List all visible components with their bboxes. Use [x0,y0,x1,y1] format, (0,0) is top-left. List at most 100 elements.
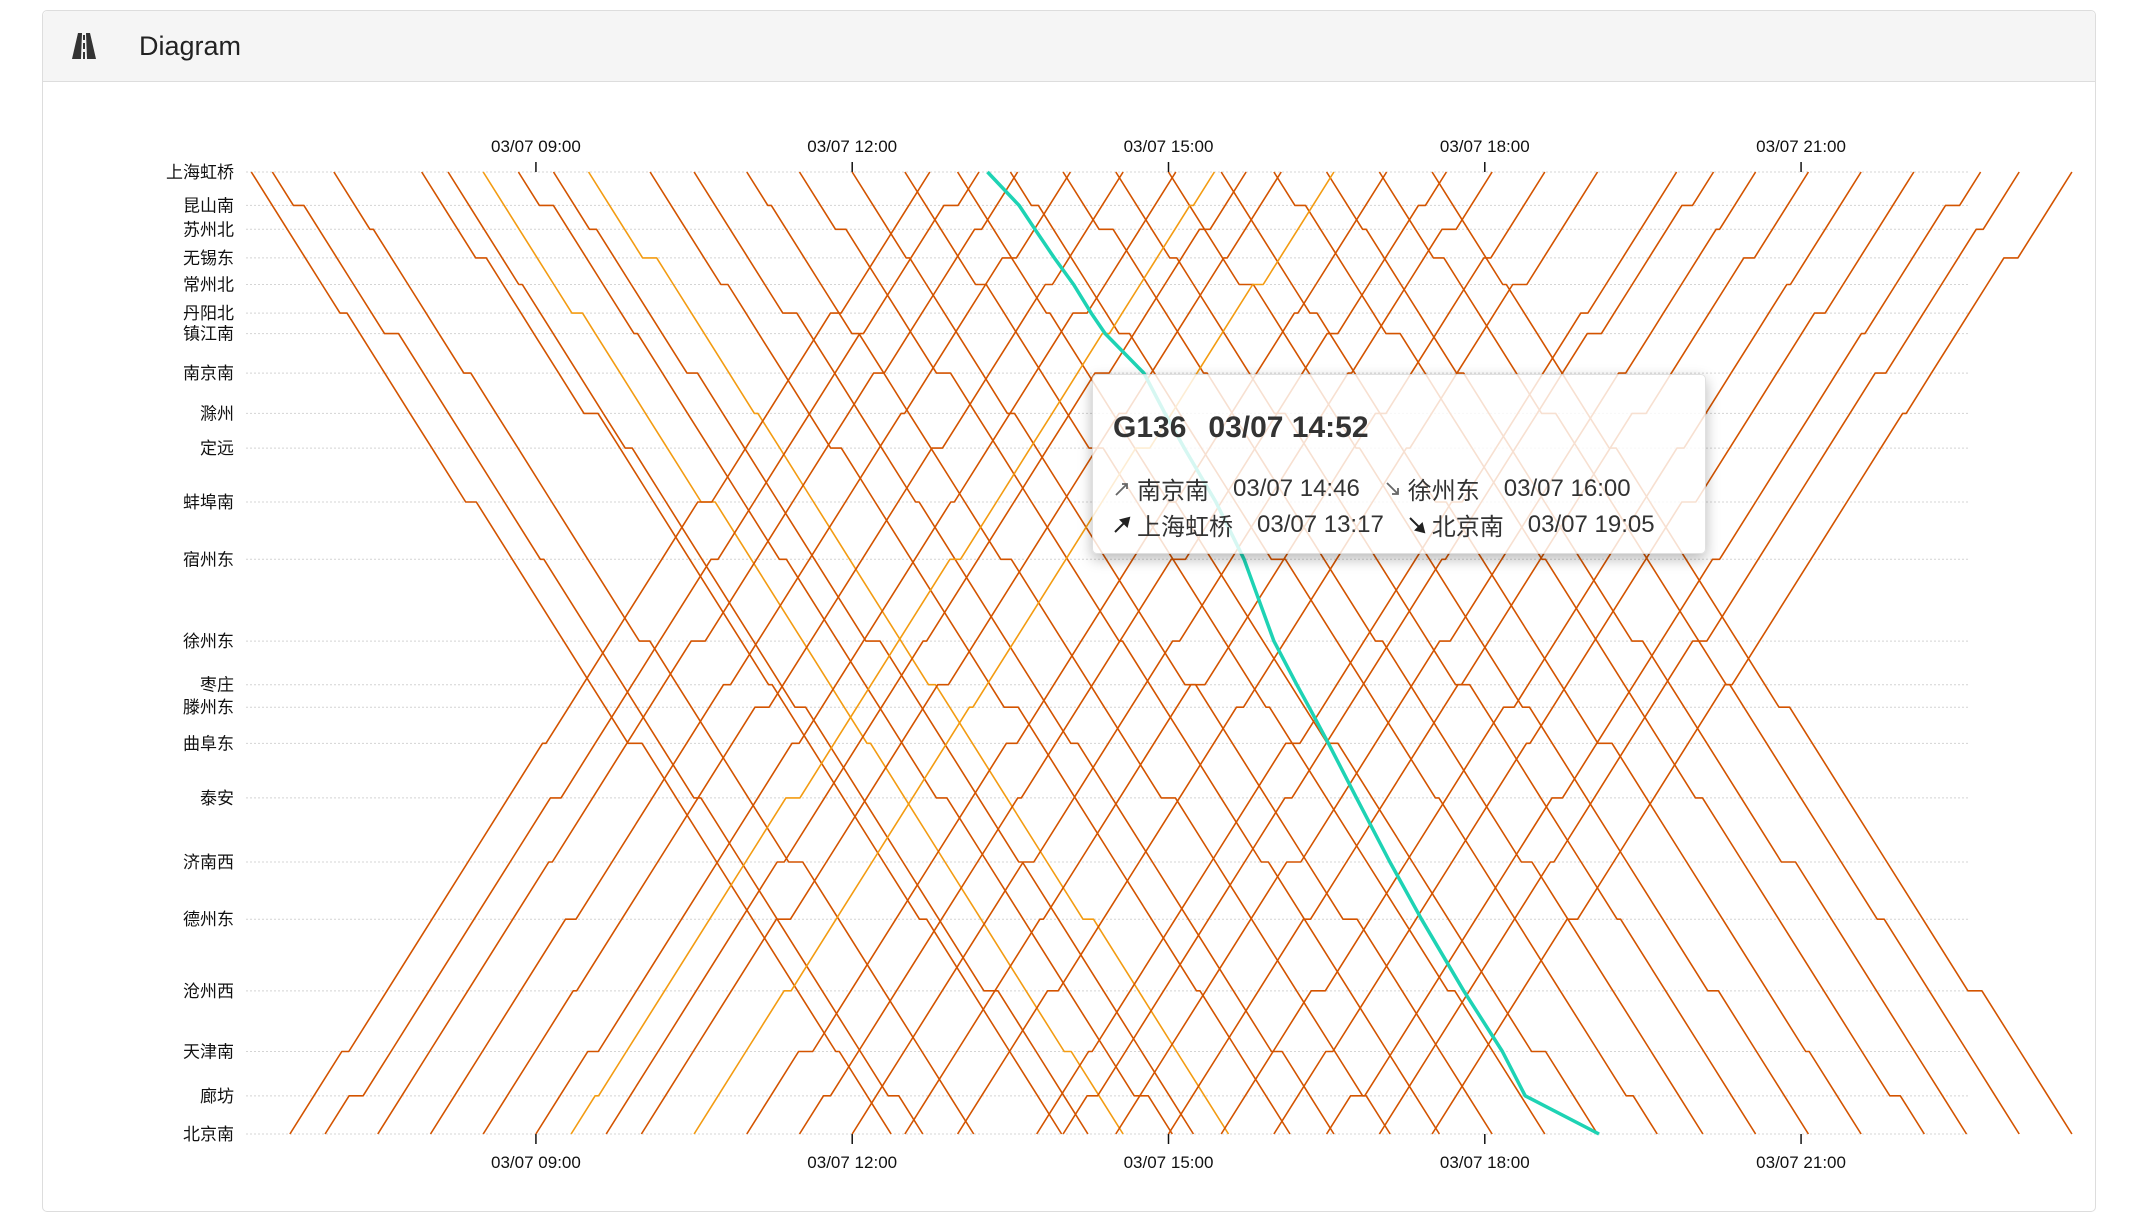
tooltip-row-terminals: 上海虹桥 03/07 13:17 北京南 03/07 19:05 [1113,507,1655,542]
train-line[interactable] [1431,171,2073,1135]
previous-station-icon [1115,482,1128,496]
station-label: 天津南 [183,1043,234,1063]
station-label: 泰安 [200,789,234,809]
train-line[interactable] [956,171,1599,1135]
tooltip-origin-time: 03/07 13:17 [1257,510,1384,538]
tooltip-origin-station: 上海虹桥 [1137,513,1233,541]
time-tick-label-top: 03/07 12:00 [807,137,897,156]
train-line[interactable] [1062,171,1715,1135]
tooltip-title: G136 03/07 14:52 [1113,411,1369,445]
axes-layer: 上海虹桥昆山南苏州北无锡东常州北丹阳北镇江南南京南滁州定远蚌埠南宿州东徐州东枣庄… [166,137,1846,1172]
train-line[interactable] [1115,171,1757,1135]
train-line[interactable] [1009,171,1658,1135]
train-line[interactable] [649,171,1291,1135]
grid-layer [246,171,1968,1135]
train-line[interactable] [693,171,1335,1135]
train-line[interactable] [429,171,1072,1135]
train-line[interactable] [851,171,1493,1135]
train-line[interactable] [1378,171,2020,1135]
tooltip-prev-time: 03/07 14:46 [1233,474,1360,502]
tooltip-current-time: 03/07 14:52 [1208,411,1369,444]
train-line[interactable] [1273,171,1915,1135]
tooltip-prev-station: 南京南 [1137,477,1209,505]
tooltip-dest-station: 北京南 [1431,513,1504,541]
train-line[interactable] [535,171,1177,1135]
time-tick-label-top: 03/07 09:00 [491,137,581,156]
train-line[interactable] [324,171,980,1135]
station-label: 宿州东 [183,550,234,570]
tooltip-dest-time: 03/07 19:05 [1527,510,1655,538]
station-label: 北京南 [183,1125,234,1145]
train-line[interactable] [1036,171,1678,1135]
station-label: 无锡东 [183,249,234,269]
station-label: 南京南 [183,364,234,384]
tooltip-train-name: G136 [1113,411,1187,444]
train-line[interactable] [1325,171,1982,1135]
train-line[interactable] [1431,171,2073,1135]
train-line[interactable] [746,171,1388,1135]
train-line[interactable] [447,171,1089,1135]
trains-layer [250,171,2073,1135]
station-label: 常州北 [183,275,234,295]
train-line[interactable] [746,171,1391,1135]
train-tooltip: G136 03/07 14:52 南京南 03/07 14:46 徐州东 03/0… [1092,374,1706,554]
train-line[interactable] [851,171,1493,1135]
station-label: 苏州北 [183,220,234,240]
train-line[interactable] [377,171,1019,1135]
next-station-icon [1386,481,1399,495]
train-line[interactable] [1220,171,1862,1135]
train-line[interactable] [482,171,1124,1135]
train-line[interactable] [271,171,924,1135]
train-line[interactable] [552,171,1195,1135]
station-label: 徐州东 [183,632,234,652]
train-line[interactable] [1378,171,2020,1135]
time-tick-label-top: 03/07 18:00 [1440,137,1530,156]
train-line[interactable] [289,171,931,1135]
time-tick-label-bottom: 03/07 15:00 [1124,1153,1214,1172]
train-line[interactable] [1273,171,1925,1135]
train-line[interactable] [798,171,1448,1135]
train-line[interactable] [421,171,1063,1135]
station-label: 镇江南 [183,325,234,345]
station-label: 滁州 [200,404,234,424]
tooltip-next-station: 徐州东 [1407,477,1480,505]
time-tick-label-bottom: 03/07 18:00 [1440,1153,1530,1172]
train-line[interactable] [333,171,975,1135]
tooltip-next-time: 03/07 16:00 [1503,474,1631,502]
train-line[interactable] [956,171,1599,1135]
train-line[interactable] [250,171,892,1135]
train-line[interactable] [1167,171,1810,1135]
road-icon [72,33,96,59]
diagram-panel: Diagram [42,10,2096,1212]
station-label: 蚌埠南 [183,493,234,513]
station-label: 曲阜东 [183,734,234,754]
train-line[interactable] [605,171,1247,1135]
train-line[interactable] [1062,171,1704,1135]
time-tick-label-top: 03/07 15:00 [1124,137,1214,156]
station-label: 济南西 [183,853,234,873]
train-line[interactable] [1167,171,1810,1135]
station-label: 枣庄 [200,676,234,696]
train-line[interactable] [1220,171,1862,1135]
highlight-layer [986,170,1600,1136]
origin-station-icon [1114,516,1131,533]
station-label: 丹阳北 [183,304,234,324]
time-tick-label-bottom: 03/07 21:00 [1756,1153,1846,1172]
train-line[interactable] [1325,171,1968,1135]
train-line[interactable] [693,171,1335,1135]
station-label: 滕州东 [183,698,234,718]
time-tick-label-top: 03/07 21:00 [1756,137,1846,156]
train-line[interactable] [640,171,1282,1135]
highlighted-train-line[interactable] [986,170,1600,1136]
panel-title: Diagram [139,30,242,61]
train-line[interactable] [904,171,1546,1135]
train-line[interactable] [517,171,1173,1135]
train-line[interactable] [482,171,1124,1135]
station-label: 廊坊 [200,1087,234,1107]
train-line[interactable] [587,171,1230,1135]
time-tick-label-bottom: 03/07 12:00 [807,1153,897,1172]
train-line[interactable] [1115,171,1757,1135]
time-tick-label-bottom: 03/07 09:00 [491,1153,581,1172]
train-line[interactable] [570,171,1216,1135]
